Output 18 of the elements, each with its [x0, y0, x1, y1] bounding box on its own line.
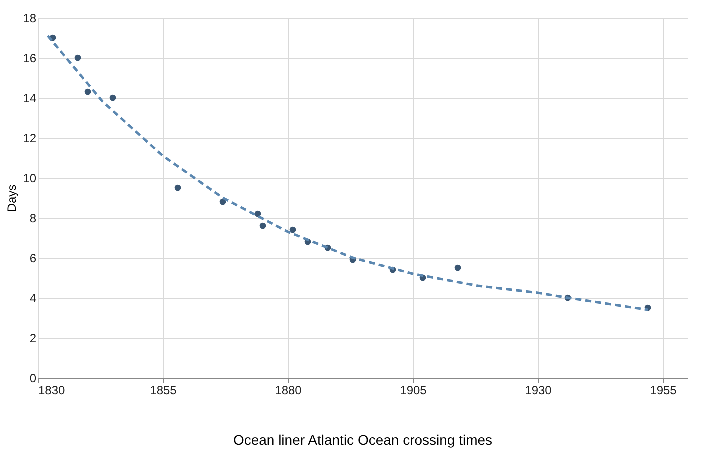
x-tick-label: 1830: [38, 384, 66, 398]
y-tick-label: 6: [30, 252, 37, 266]
x-tick-label: 1880: [275, 384, 302, 398]
x-tick-label: 1930: [525, 384, 552, 398]
y-tick-label: 16: [23, 52, 37, 66]
y-tick-label: 4: [30, 292, 37, 306]
y-tick-label: 14: [23, 92, 37, 106]
y-tick-label: 18: [23, 12, 37, 26]
x-tick-label: 1905: [400, 384, 428, 398]
text: Ocean liner Atlantic Ocean crossing times: [233, 432, 493, 448]
y-tick-label: 8: [30, 212, 37, 226]
x-tick-label: 1955: [650, 384, 678, 398]
y-tick-label: 2: [30, 332, 37, 346]
x-tick-label: 1855: [150, 384, 178, 398]
y-tick-label: 12: [23, 132, 37, 146]
y-tick-label: 0: [30, 372, 37, 386]
y-axis-title: Days: [5, 184, 20, 212]
y-tick-label: 10: [23, 172, 37, 186]
